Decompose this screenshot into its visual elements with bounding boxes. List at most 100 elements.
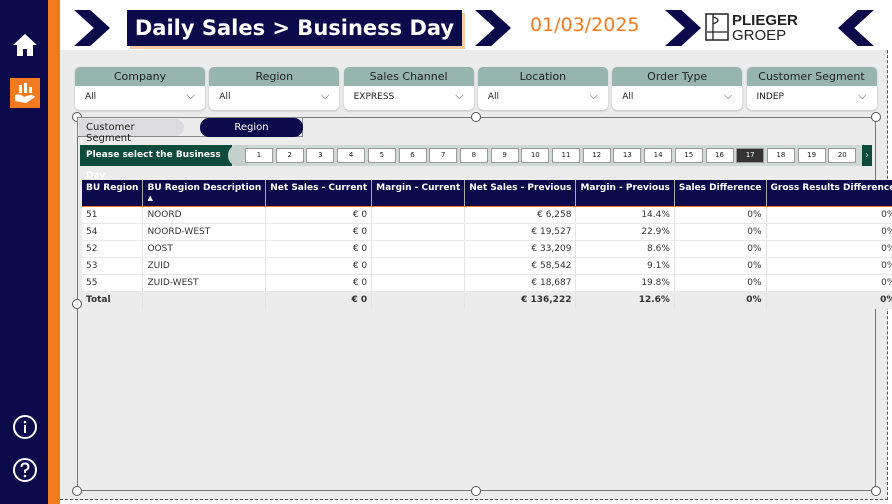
day-button[interactable]: 3	[306, 148, 335, 163]
view-toggle: Customer Segment Region	[77, 117, 303, 144]
table-cell: € 33,209	[464, 240, 577, 258]
table-cell	[371, 291, 466, 309]
filter-dropdown[interactable]: EXPRESS ⌵	[344, 86, 474, 108]
column-header-label: Gross Results Difference	[770, 183, 892, 193]
table-cell: NOORD-WEST	[142, 223, 267, 241]
day-button[interactable]: 2	[275, 148, 304, 163]
filter-customer-segment[interactable]: Customer Segment INDEP ⌵	[746, 67, 877, 110]
resize-handle[interactable]	[871, 486, 881, 496]
svg-text:GROEP: GROEP	[732, 27, 786, 42]
column-header[interactable]: Sales Difference	[674, 180, 767, 207]
column-header[interactable]: Margin - Previous	[575, 180, 675, 207]
filter-value: INDEP	[756, 92, 784, 102]
day-button[interactable]: 18	[766, 148, 795, 163]
slicer-divider	[228, 145, 248, 166]
filter-company[interactable]: Company All ⌵	[75, 67, 205, 110]
filter-dropdown[interactable]: INDEP ⌵	[747, 86, 877, 108]
table-cell: 8.6%	[575, 240, 675, 258]
day-button[interactable]: 14	[644, 148, 673, 163]
day-button[interactable]: 8	[459, 148, 488, 163]
business-day-label: Please select the Business Day	[80, 145, 232, 181]
table-cell: 0%	[766, 240, 892, 258]
filter-value: EXPRESS	[353, 92, 395, 102]
accent-strip	[48, 0, 60, 504]
filter-label: Region	[209, 67, 340, 86]
day-button[interactable]: 6	[398, 148, 427, 163]
column-header-label: BU Region Description	[147, 183, 262, 193]
filter-sales-channel[interactable]: Sales Channel EXPRESS ⌵	[343, 67, 474, 110]
info-icon[interactable]	[10, 412, 40, 442]
day-button[interactable]: 15	[674, 148, 703, 163]
day-button[interactable]: 17	[736, 148, 765, 163]
table-cell	[142, 291, 267, 309]
table-cell: 0%	[674, 274, 767, 292]
filter-dropdown[interactable]: All ⌵	[209, 86, 339, 108]
table-cell: 0%	[766, 257, 892, 275]
table-cell: € 136,222	[464, 291, 577, 309]
resize-handle[interactable]	[471, 112, 481, 122]
filter-dropdown[interactable]: All ⌵	[612, 86, 742, 108]
home-icon[interactable]	[10, 30, 40, 60]
scroll-right-icon[interactable]: ›	[862, 145, 872, 166]
table-cell: 14.4%	[575, 206, 675, 224]
toggle-customer-segment[interactable]: Customer Segment	[79, 119, 184, 144]
chevron-down-icon: ⌵	[320, 89, 330, 102]
resize-handle[interactable]	[471, 486, 481, 496]
day-button[interactable]: 11	[552, 148, 580, 163]
resize-handle[interactable]	[72, 299, 82, 309]
day-button[interactable]: 13	[613, 148, 642, 163]
filter-dropdown[interactable]: All ⌵	[478, 86, 608, 108]
resize-handle[interactable]	[72, 486, 82, 496]
table-cell: 0%	[674, 206, 767, 224]
sort-ascending-icon: ▲	[147, 194, 153, 202]
column-header[interactable]: BU Region Description ▲	[142, 180, 267, 207]
filter-location[interactable]: Location All ⌵	[477, 67, 608, 110]
table-cell: 52	[82, 240, 144, 258]
day-button[interactable]: 10	[521, 148, 550, 163]
report-date: 01/03/2025	[530, 14, 640, 36]
help-icon[interactable]	[10, 455, 40, 485]
table-cell: € 0	[265, 291, 373, 309]
filter-label: Sales Channel	[343, 67, 474, 86]
day-button[interactable]: 7	[429, 148, 458, 163]
day-button[interactable]: 5	[367, 148, 396, 163]
resize-handle[interactable]	[871, 112, 881, 122]
column-header-label: Net Sales - Current	[270, 183, 368, 193]
column-header[interactable]: Net Sales - Current	[265, 180, 373, 207]
chevron-down-icon: ⌵	[723, 89, 733, 102]
filter-label: Order Type	[612, 67, 743, 86]
table-cell: 0%	[674, 291, 767, 309]
day-button[interactable]: 9	[490, 148, 519, 163]
filter-value: All	[487, 92, 500, 102]
toggle-region[interactable]: Region	[200, 118, 303, 137]
chevron-left-icon	[838, 10, 874, 46]
hand-chart-icon[interactable]	[10, 78, 40, 108]
table-cell: € 0	[265, 274, 373, 292]
chevron-down-icon: ⌵	[858, 89, 867, 102]
table-cell: 12.6%	[575, 291, 675, 309]
day-button[interactable]: 16	[705, 148, 734, 163]
table-cell: 0%	[766, 291, 892, 309]
filter-region[interactable]: Region All ⌵	[209, 67, 340, 110]
filter-order-type[interactable]: Order Type All ⌵	[612, 67, 743, 110]
column-header[interactable]: BU Region	[82, 180, 144, 207]
column-header-label: Margin - Previous	[580, 183, 670, 193]
table-cell: 9.1%	[575, 257, 675, 275]
table-cell: 0%	[674, 223, 767, 241]
day-button[interactable]: 4	[337, 148, 366, 163]
column-header[interactable]: Margin - Current	[371, 180, 466, 207]
day-button[interactable]: 1	[245, 148, 273, 163]
table-cell: 0%	[766, 274, 892, 292]
day-button[interactable]: 19	[797, 148, 826, 163]
column-header[interactable]: Gross Results Difference	[766, 180, 892, 207]
column-header-label: Margin - Current	[376, 183, 461, 193]
filter-dropdown[interactable]: All ⌵	[75, 86, 205, 108]
day-button[interactable]: 20	[828, 148, 857, 163]
day-button[interactable]: 12	[582, 148, 611, 163]
table-cell: 53	[82, 257, 144, 275]
column-header[interactable]: Net Sales - Previous	[464, 180, 577, 207]
